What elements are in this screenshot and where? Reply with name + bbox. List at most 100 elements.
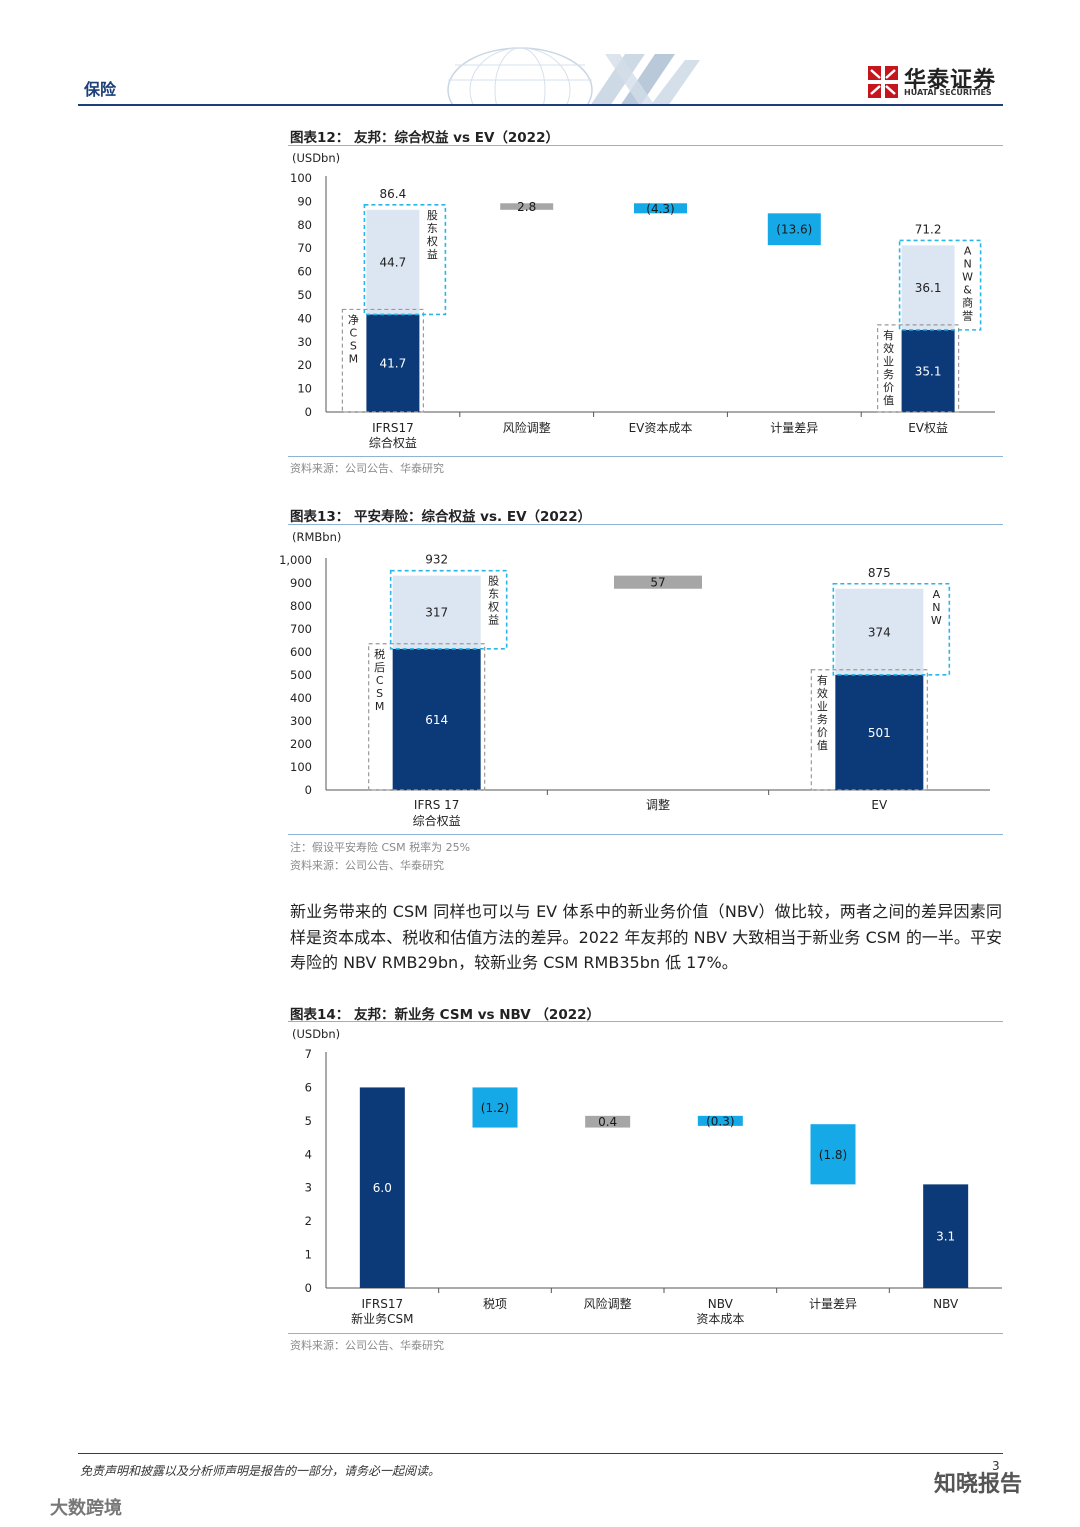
y-tick-label: 1 xyxy=(305,1248,312,1262)
bar-light xyxy=(392,575,481,649)
annotation-label-char: 权 xyxy=(427,235,438,248)
watermark-left: 大数跨境 xyxy=(50,1498,122,1519)
annotation-label-char: 业 xyxy=(883,355,894,368)
annotation-label-char: 净 xyxy=(348,312,359,326)
annotation-label-char: S xyxy=(350,339,357,352)
chart13-source: 资料来源：公司公告、华泰研究 xyxy=(290,859,444,872)
annotation-bracket xyxy=(810,669,928,791)
bar-value-label: 374 xyxy=(868,625,891,639)
section-title: 保险 xyxy=(84,80,117,99)
annotation-label-char: 后 xyxy=(374,661,385,674)
y-tick-label: 500 xyxy=(290,668,312,682)
y-tick-label: 800 xyxy=(290,599,312,613)
bar-dark xyxy=(901,329,955,412)
x-category-label: 税项 xyxy=(483,1297,507,1311)
y-tick-label: 70 xyxy=(297,241,312,255)
y-tick-label: 2 xyxy=(305,1214,312,1228)
total-value-label: 86.4 xyxy=(380,187,407,201)
annotation-bracket xyxy=(341,308,425,413)
bar-value-label: 6.0 xyxy=(373,1181,392,1195)
y-tick-label: 40 xyxy=(297,311,312,325)
bar-value-label: 57 xyxy=(650,576,665,590)
annotation-label-char: 有 xyxy=(883,328,894,342)
y-tick-label: 400 xyxy=(290,691,312,705)
y-tick-label: 300 xyxy=(290,714,312,728)
y-tick-label: 10 xyxy=(297,382,312,396)
company-logo: 华泰证券 HUATAI SECURITIES xyxy=(866,62,1002,102)
bar-value-label: (1.8) xyxy=(819,1148,847,1162)
x-category-label: 计量差异 xyxy=(809,1297,857,1311)
x-category-label: IFRS 17 xyxy=(414,798,459,812)
x-category-label: 计量差异 xyxy=(770,421,818,435)
bar-cyan xyxy=(810,1124,856,1185)
chart13-waterfall: (RMBbn) 0 100 200 300 400 500 600 700 800 900 1,000… xyxy=(279,530,990,828)
chart12-source: 资料来源：公司公告、华泰研究 xyxy=(290,462,444,475)
header-rule xyxy=(78,104,1003,106)
y-tick-label: 90 xyxy=(297,194,312,208)
bar-value-label: (0.3) xyxy=(706,1114,734,1128)
logo-english-name: HUATAI SECURITIES xyxy=(904,88,992,97)
y-tick-label: 0 xyxy=(305,405,312,419)
bar-light xyxy=(835,588,924,675)
bar-light xyxy=(366,209,420,315)
bar-value-label: 501 xyxy=(868,726,891,740)
bar-gray xyxy=(585,1115,631,1128)
chart14-source: 资料来源：公司公告、华泰研究 xyxy=(290,1339,444,1352)
watermark-right: 知晓报告 xyxy=(934,1472,1023,1497)
chart14-title: 图表14： 友邦：新业务 CSM vs NBV （2022） xyxy=(290,1007,600,1023)
annotation-bracket xyxy=(368,643,486,791)
page-number: 3 xyxy=(992,1459,1000,1473)
y-tick-label: 6 xyxy=(305,1080,312,1094)
x-category-label: 风险调整 xyxy=(503,420,551,435)
chart14-top-rule xyxy=(288,1021,1003,1022)
x-category-label: IFRS17 xyxy=(361,1297,403,1311)
annotation-label-char: 东 xyxy=(488,588,499,601)
bar-value-label: 317 xyxy=(425,606,448,620)
annotation-label-char: N xyxy=(963,257,971,270)
y-axis-unit-label: (USDbn) xyxy=(292,1027,340,1041)
chart13-note: 注：假设平安寿险 CSM 税率为 25% xyxy=(290,841,471,854)
annotation-label-char: 誉 xyxy=(962,308,973,322)
annotation-label-char: 税 xyxy=(374,647,385,661)
bar-dark xyxy=(923,1184,969,1288)
x-category-label: EV资本成本 xyxy=(629,421,693,435)
bar-value-label: 36.1 xyxy=(915,281,942,295)
x-category-label: EV权益 xyxy=(908,421,948,435)
annotation-label-char: 效 xyxy=(883,341,894,355)
x-category-label: 调整 xyxy=(646,797,670,812)
chart12-title: 图表12： 友邦：综合权益 vs EV（2022） xyxy=(290,130,559,146)
y-tick-label: 900 xyxy=(290,576,312,590)
y-tick-label: 100 xyxy=(290,171,312,185)
annotation-label-char: 价 xyxy=(817,726,828,739)
y-tick-label: 30 xyxy=(297,335,312,349)
chart12-top-rule xyxy=(288,145,1003,146)
bar-value-label: 44.7 xyxy=(380,256,407,270)
chart12-bottom-rule xyxy=(288,456,1003,457)
annotation-label-char: C xyxy=(350,326,358,339)
x-category-label: 综合权益 xyxy=(369,435,417,450)
x-category-label: EV xyxy=(871,798,888,812)
y-tick-label: 0 xyxy=(305,783,312,797)
y-tick-label: 5 xyxy=(305,1114,312,1128)
y-axis-unit-label: (RMBbn) xyxy=(292,530,341,544)
annotation-label-char: A xyxy=(964,244,972,257)
annotation-label-char: 益 xyxy=(488,613,499,627)
annotation-label-char: W xyxy=(962,270,973,283)
chart13-bottom-rule xyxy=(288,834,1003,835)
annotation-label-char: 股 xyxy=(488,575,499,588)
annotation-label-char: 东 xyxy=(427,222,438,235)
chart13-top-rule xyxy=(288,524,1003,525)
header-decoration xyxy=(447,47,700,106)
annotation-label-char: A xyxy=(933,588,941,601)
bar-value-label: 2.8 xyxy=(517,200,536,214)
annotation-bracket xyxy=(832,582,951,676)
annotation-label-char: C xyxy=(376,674,384,687)
annotation-label-char: M xyxy=(375,700,385,713)
bar-value-label: 41.7 xyxy=(380,357,407,371)
y-tick-label: 0 xyxy=(305,1281,312,1295)
x-category-label: 综合权益 xyxy=(413,813,461,828)
y-tick-label: 200 xyxy=(290,737,312,751)
total-value-label: 875 xyxy=(868,566,891,580)
annotation-label-char: 商 xyxy=(962,295,973,309)
